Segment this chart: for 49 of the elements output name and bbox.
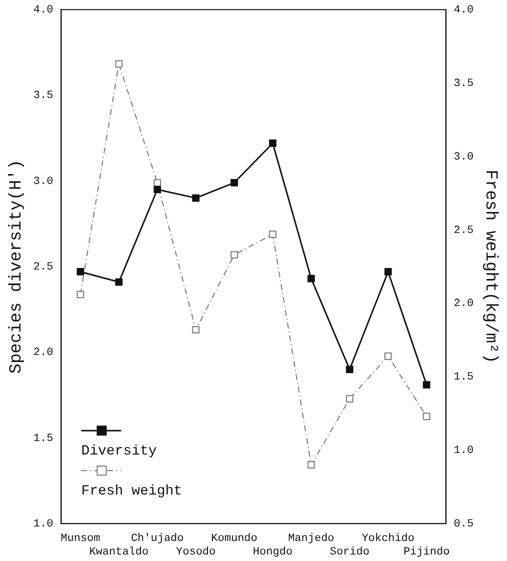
- x-tick-label: Komundo: [211, 533, 258, 546]
- point: [230, 251, 238, 259]
- point: [192, 194, 200, 202]
- point: [422, 381, 430, 388]
- point: [115, 60, 123, 68]
- y2-tick-label: 3.0: [454, 151, 474, 164]
- point: [269, 140, 276, 147]
- x-tick-label: Hongdo: [252, 546, 293, 558]
- point: [76, 268, 84, 276]
- y-tick-label: 3.0: [33, 176, 54, 188]
- y2-tick-label: 1.5: [454, 372, 474, 384]
- point: [269, 230, 276, 238]
- y2-tick-label: 1.0: [454, 445, 474, 458]
- y2-tick-label: 4.0: [454, 4, 474, 17]
- point: [308, 461, 315, 469]
- point: [346, 395, 354, 402]
- y-tick-label: 1.0: [33, 518, 54, 531]
- legend-label: Diversity: [81, 443, 157, 460]
- y2-tick-label: 3.5: [454, 78, 474, 90]
- point: [154, 186, 162, 194]
- y-tick-label: 2.0: [33, 347, 54, 360]
- point: [230, 178, 238, 186]
- y-tick-label: 2.5: [33, 262, 54, 274]
- y2-axis-title: Fresh weight(kg/m²): [480, 170, 500, 364]
- point: [346, 366, 354, 374]
- x-tick-label: Ch'ujado: [130, 533, 184, 546]
- y-tick-label: 3.5: [33, 90, 54, 102]
- y-axis-title: Species diversity(H'): [8, 159, 27, 374]
- legend-label: Fresh weight: [81, 483, 182, 500]
- x-tick-label: Sorido: [330, 546, 370, 558]
- x-tick-label: Yosodo: [176, 546, 216, 558]
- y2-tick-label: 2.0: [454, 298, 474, 310]
- y-tick-label: 1.5: [33, 432, 54, 445]
- x-tick-label: Manjedo: [288, 533, 334, 546]
- x-tick-label: Pijindo: [403, 546, 450, 558]
- y2-tick-label: 2.5: [454, 224, 474, 237]
- point: [422, 412, 430, 420]
- point: [384, 268, 392, 276]
- point: [115, 278, 123, 286]
- point: [192, 326, 200, 334]
- x-tick-label: Kwantaldo: [89, 546, 149, 558]
- point: [308, 274, 315, 282]
- y2-tick-label: 0.5: [454, 518, 474, 531]
- y-tick-label: 4.0: [33, 4, 54, 17]
- point: [76, 290, 84, 298]
- point: [384, 352, 392, 360]
- point: [154, 179, 162, 187]
- x-tick-label: Munsom: [60, 533, 101, 546]
- x-tick-label: Yokchido: [362, 533, 415, 546]
